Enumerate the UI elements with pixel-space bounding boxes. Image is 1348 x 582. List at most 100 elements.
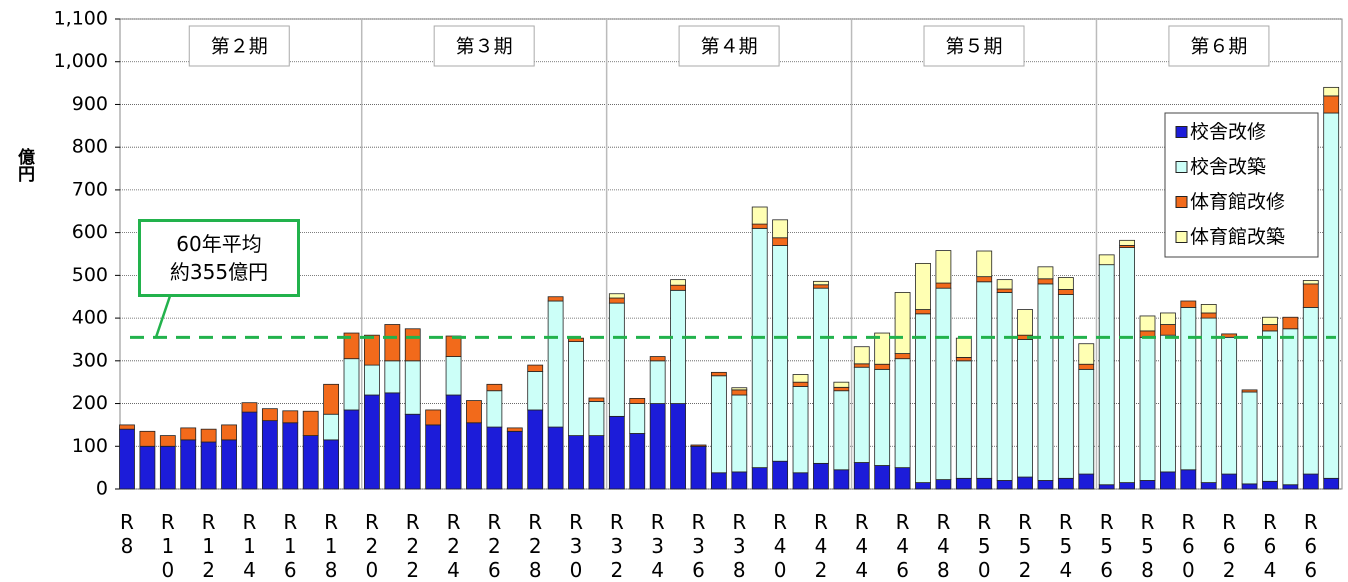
bar-segment: [343, 358, 360, 411]
x-tick-label: R 48: [936, 510, 951, 582]
bar-segment: [1241, 483, 1258, 490]
bar-segment: [384, 360, 401, 394]
bar-segment: [874, 332, 891, 365]
bar-segment: [772, 219, 789, 239]
bar-segment: [384, 392, 401, 490]
bar-segment: [894, 353, 911, 360]
bar-segment: [792, 472, 809, 490]
bar-segment: [221, 424, 237, 441]
bar-segment: [486, 426, 503, 490]
x-tick-label: R 22: [405, 510, 420, 582]
bar-segment: [629, 398, 646, 404]
bar-segment: [364, 334, 380, 366]
bar-segment: [813, 280, 829, 286]
bar-segment: [486, 383, 503, 392]
bar-segment: [996, 480, 1013, 490]
y-tick-label: 500: [72, 264, 108, 286]
bar-segment: [915, 313, 931, 483]
bar-segment: [1057, 294, 1074, 479]
bar-segment: [853, 363, 870, 368]
bar-segment: [670, 403, 686, 490]
bar-segment: [751, 467, 768, 490]
bar-segment: [241, 411, 258, 490]
bar-segment: [976, 477, 993, 490]
bar-segment: [1017, 339, 1033, 478]
bar-segment: [302, 410, 319, 436]
bar-segment: [445, 335, 462, 357]
bar-segment: [690, 445, 707, 490]
bar-segment: [343, 332, 360, 360]
y-tick-label: 300: [72, 349, 108, 371]
y-tick-label: 700: [72, 178, 108, 200]
x-tick-label: R 44: [854, 510, 869, 582]
bar-segment: [323, 439, 340, 490]
bar-segment: [1221, 473, 1238, 490]
bar-segment: [833, 386, 850, 392]
period-box: [923, 25, 1025, 67]
bar-segment: [1057, 277, 1074, 290]
bar-segment: [1302, 307, 1319, 475]
bar-segment: [1037, 278, 1054, 285]
bar-segment: [1119, 482, 1135, 490]
bar-segment: [1017, 309, 1033, 336]
bar-segment: [1262, 330, 1278, 482]
period-label: 第４期: [701, 36, 758, 58]
bar-segment: [690, 444, 707, 447]
bar-segment: [853, 346, 870, 365]
bar-segment: [1180, 300, 1197, 308]
bar-segment: [1119, 239, 1135, 246]
bar-segment: [1241, 389, 1258, 393]
bar-segment: [1200, 304, 1217, 314]
bar-segment: [241, 402, 258, 413]
bar-segment: [894, 358, 911, 469]
bar-segment: [180, 439, 197, 490]
bar-segment: [1017, 476, 1033, 490]
bar-segment: [772, 460, 789, 490]
bar-segment: [568, 341, 584, 436]
bar-segment: [568, 435, 584, 490]
bar-segment: [1262, 480, 1278, 490]
x-tick-label: R 60: [1181, 510, 1196, 582]
bar-segment: [751, 206, 768, 225]
bar-segment: [874, 465, 891, 490]
bar-segment: [813, 462, 829, 490]
bar-segment: [955, 356, 972, 362]
bar-segment: [1119, 247, 1135, 483]
bar-segment: [955, 337, 972, 358]
bar-segment: [221, 439, 237, 490]
x-tick-label: R 46: [895, 510, 910, 582]
note-connector: [154, 295, 172, 338]
bar-segment: [364, 394, 380, 490]
bar-segment: [853, 462, 870, 490]
bar-segment: [813, 287, 829, 464]
bar-segment: [608, 293, 625, 299]
bar-segment: [302, 435, 319, 490]
period-label: 第５期: [946, 36, 1003, 58]
legend-label: 校舎改築: [1190, 156, 1266, 178]
bar-segment: [1323, 112, 1340, 479]
bar-segment: [772, 245, 789, 462]
y-axis-label: 億円: [14, 148, 34, 182]
bar-segment: [1221, 333, 1238, 338]
bar-segment: [1078, 343, 1095, 365]
legend-box: [1164, 112, 1319, 258]
x-tick-label: R 10: [160, 510, 175, 582]
bar-segment: [751, 223, 768, 229]
bar-segment: [670, 289, 686, 404]
x-tick-label: R 30: [569, 510, 583, 582]
period-box: [1168, 25, 1270, 67]
bar-segment: [1078, 473, 1095, 490]
y-tick-label: 0: [96, 478, 108, 500]
legend-swatch: [1175, 231, 1188, 243]
bar-segment: [833, 381, 850, 388]
legend-label: 体育館改修: [1190, 191, 1285, 213]
bar-segment: [466, 422, 482, 490]
x-tick-label: R 50: [977, 510, 992, 582]
x-tick-label: R 34: [650, 510, 665, 582]
bar-segment: [323, 383, 340, 415]
bar-segment: [1180, 469, 1197, 490]
bar-segment: [670, 279, 686, 286]
period-box: [188, 25, 290, 67]
bar-segment: [404, 413, 421, 490]
bar-segment: [1098, 484, 1115, 490]
